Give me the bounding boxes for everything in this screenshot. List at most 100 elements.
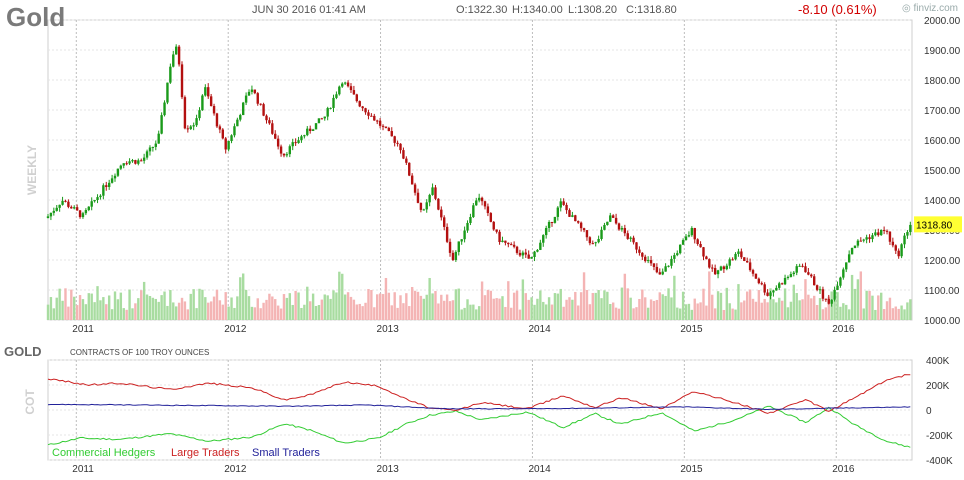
volume-bar xyxy=(303,304,306,320)
volume-bar xyxy=(498,298,501,320)
volume-bar xyxy=(585,289,589,320)
cot-tick-label: -200K xyxy=(926,431,953,442)
volume-bar xyxy=(664,295,667,320)
candle-body xyxy=(192,125,195,127)
candle-body xyxy=(632,237,635,243)
volume-bar xyxy=(859,271,863,320)
volume-bar xyxy=(786,307,790,320)
volume-bar xyxy=(247,296,251,320)
candle-body xyxy=(897,250,900,257)
candle-body xyxy=(839,277,842,286)
candle-body xyxy=(477,197,481,201)
candle-body xyxy=(396,142,399,144)
candle-body xyxy=(241,102,245,116)
candle-body xyxy=(882,229,886,231)
candle-body xyxy=(215,113,219,127)
volume-bar xyxy=(399,295,402,320)
volume-bar xyxy=(107,295,111,320)
candle-body xyxy=(341,83,344,87)
candle-body xyxy=(489,213,493,222)
volume-bar xyxy=(853,288,857,320)
price-tick-label: 1200.00 xyxy=(924,256,961,267)
candle-body xyxy=(903,235,906,245)
candle-body xyxy=(186,128,190,130)
volume-bar xyxy=(137,298,140,320)
cot-title: GOLD xyxy=(4,344,42,359)
volume-bar xyxy=(294,290,297,320)
candle-body xyxy=(457,241,460,252)
candle-body xyxy=(122,163,125,166)
volume-bar xyxy=(128,289,131,320)
volume-bar xyxy=(73,296,76,320)
candle-body xyxy=(64,200,67,202)
volume-bar xyxy=(364,302,367,320)
volume-bar xyxy=(204,297,207,320)
price-year-label: 2015 xyxy=(680,324,703,335)
candle-body xyxy=(52,210,56,213)
volume-bar xyxy=(594,292,597,320)
cot-series-line xyxy=(47,403,911,410)
volume-bar xyxy=(507,281,510,320)
volume-bar xyxy=(390,305,393,320)
volume-bar xyxy=(856,279,860,320)
candle-body xyxy=(75,207,79,211)
candle-body xyxy=(271,123,274,134)
volume-bar xyxy=(209,301,213,320)
volume-bar xyxy=(215,289,219,320)
volume-bar xyxy=(297,292,300,320)
finviz-logo-icon: ◎ xyxy=(902,3,911,14)
candle-body xyxy=(853,245,857,248)
candle-body xyxy=(571,215,574,217)
volume-bar xyxy=(373,307,376,320)
volume-bar xyxy=(480,281,484,320)
candle-body xyxy=(306,128,309,136)
volume-bar xyxy=(84,304,88,320)
candle-body xyxy=(521,252,525,256)
volume-bar xyxy=(186,309,190,320)
volume-bar xyxy=(157,301,160,320)
candle-body xyxy=(440,209,443,218)
candle-body xyxy=(655,266,659,273)
volume-bar xyxy=(836,292,839,320)
volume-bar xyxy=(600,298,603,320)
volume-bar xyxy=(335,292,338,320)
cot-tick-label: -400K xyxy=(926,456,953,467)
volume-bar xyxy=(547,297,551,320)
volume-bar xyxy=(338,271,341,320)
low-price: L:1308.20 xyxy=(568,4,617,16)
volume-bar xyxy=(684,304,688,320)
candle-body xyxy=(381,125,385,127)
candle-body xyxy=(748,262,752,271)
finviz-brand-logo[interactable]: ◎ finviz.com xyxy=(902,3,958,14)
volume-bar xyxy=(145,294,149,320)
candle-body xyxy=(751,270,755,274)
candle-body xyxy=(842,269,845,278)
volume-bar xyxy=(291,304,294,320)
candle-body xyxy=(469,217,472,223)
candle-body xyxy=(180,64,184,98)
volume-bar xyxy=(609,304,612,320)
candle-body xyxy=(183,97,187,129)
close-price: C:1318.80 xyxy=(626,4,677,16)
volume-bar xyxy=(623,273,627,320)
volume-bar xyxy=(177,302,181,320)
candle-body xyxy=(189,126,192,130)
candle-body xyxy=(390,131,393,137)
volume-bar xyxy=(550,304,554,320)
volume-bar xyxy=(518,309,522,320)
candle-body xyxy=(527,254,530,259)
volume-bar xyxy=(189,293,192,320)
volume-bar xyxy=(282,294,286,320)
volume-bar xyxy=(233,307,236,320)
volume-bar xyxy=(743,300,746,320)
candle-body xyxy=(166,82,169,103)
candle-body xyxy=(320,118,324,120)
candle-body xyxy=(775,287,778,291)
candle-body xyxy=(343,82,347,84)
volume-bar xyxy=(763,298,766,320)
candle-body xyxy=(507,242,510,245)
volume-bar xyxy=(757,290,761,320)
candle-body xyxy=(410,175,414,185)
volume-bar xyxy=(524,293,527,320)
volume-bar xyxy=(416,291,420,320)
